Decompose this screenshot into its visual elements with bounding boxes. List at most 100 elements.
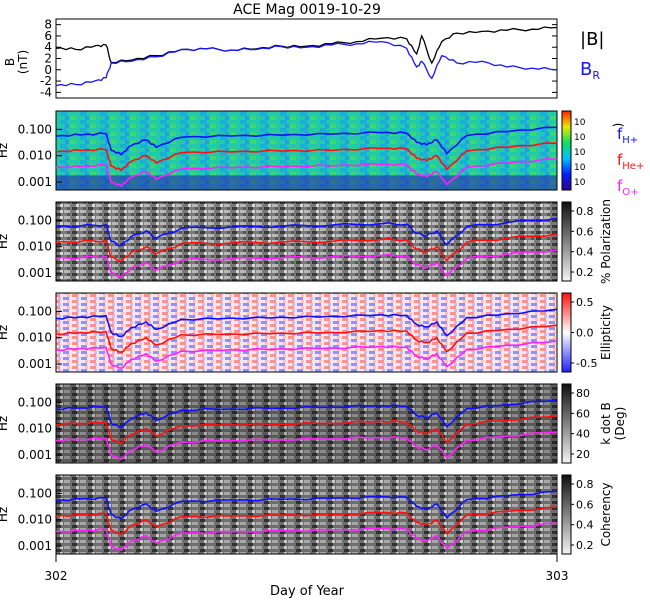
polarization-fh-line [55, 217, 558, 247]
ellipticity-fo-line [55, 340, 558, 370]
polarization-y-tick-label: 0.010 [18, 240, 52, 254]
polarization-frame [55, 201, 558, 282]
kdotb-colorbar-label: 80 [576, 387, 590, 400]
ellipticity-frame [55, 292, 558, 373]
power-panel: 0.100 0.010 0.001 Hz 10 10 10 10 10)fH+ fHe+ fO+ [0, 110, 644, 198]
coherency-y-tick-label: 0.001 [18, 539, 52, 553]
legend-bmag: |B| [580, 29, 604, 50]
kdotb-colorbar [561, 383, 572, 464]
ellipticity-colorbar [561, 292, 572, 373]
coherency-colorbar-title: Coherency [599, 482, 613, 546]
coherency-y-tick-label: 0.010 [18, 513, 52, 527]
kdotb-panel: 0.100 0.010 0.001 Hz 80 60 40 20 k dot B (Deg) [0, 383, 627, 464]
ellipticity-colorbar-label: -0.5 [576, 357, 597, 370]
kdotb-fhe-line [55, 415, 558, 445]
power-y-label: Hz [0, 143, 10, 158]
power-colorbar-title: ) [611, 123, 625, 128]
ellipticity-y-label: Hz [0, 325, 10, 340]
kdotb-colorbar-subtitle: (Deg) [613, 407, 627, 441]
x-axis: 302 303 [45, 554, 569, 583]
power-colorbar-label: 10 [574, 178, 586, 188]
series-br-line [55, 40, 558, 87]
field-y-tick-label: 0 [44, 63, 52, 77]
kdotb-frame [55, 383, 558, 464]
coherency-colorbar [561, 474, 572, 555]
field-y-tick-label: 8 [44, 18, 52, 32]
polarization-fo-line [55, 249, 558, 278]
power-colorbar-label: 10 [574, 118, 586, 128]
x-tick-label: 302 [45, 569, 68, 583]
kdotb-y-label: Hz [0, 416, 10, 431]
field-y-label: B [3, 58, 17, 66]
polarization-colorbar-label: 0.6 [576, 225, 594, 238]
power-y-tick-label: 0.100 [18, 122, 52, 136]
field-y-label-unit: (nT) [16, 50, 30, 74]
figure-title: ACE Mag 0019-10-29 [233, 2, 381, 18]
polarization-colorbar-label: 0.8 [576, 205, 594, 218]
kdotb-colorbar-label: 60 [576, 407, 590, 420]
polarization-colorbar-label: 0.4 [576, 246, 594, 259]
polarization-y-tick-label: 0.001 [18, 266, 52, 280]
power-fo-line [55, 158, 557, 188]
coherency-frame [55, 474, 558, 555]
kdotb-colorbar-label: 20 [576, 448, 590, 461]
power-colorbar-label: 10 [574, 148, 586, 158]
legend-br: BR [580, 59, 600, 82]
coherency-colorbar-label: 0.2 [576, 539, 594, 552]
ellipticity-fh-line [55, 308, 558, 338]
kdotb-colorbar-title: k dot B [599, 402, 613, 444]
polarization-fhe-line [55, 233, 558, 263]
x-axis-label: Day of Year [270, 584, 345, 599]
x-tick-label: 303 [546, 569, 569, 583]
kdotb-y-tick-label: 0.001 [18, 448, 52, 462]
ellipticity-y-tick-label: 0.010 [18, 331, 52, 345]
coherency-colorbar-label: 0.8 [576, 478, 594, 491]
power-colorbar-label: 10 [574, 163, 586, 173]
coherency-panel: 0.100 0.010 0.001 Hz 0.8 0.6 0.4 0.2 Coherency [0, 474, 613, 555]
kdotb-y-tick-label: 0.010 [18, 422, 52, 436]
coherency-colorbar-label: 0.6 [576, 498, 594, 511]
field-y-tick-label: -2 [40, 74, 52, 88]
legend-f-h: fH+ [617, 125, 638, 146]
power-fhe-line [55, 142, 558, 172]
power-frame [55, 110, 558, 191]
field-y-tick-label: 4 [44, 40, 52, 54]
power-y-tick-label: 0.001 [18, 175, 52, 189]
ellipticity-y-tick-label: 0.100 [18, 304, 52, 318]
ellipticity-colorbar-title: Ellipticity [599, 305, 613, 360]
legend-f-he: fHe+ [617, 151, 644, 172]
ellipticity-colorbar-label: 0.5 [576, 296, 594, 309]
coherency-colorbar-label: 0.4 [576, 519, 594, 532]
ellipticity-colorbar-label: 0.0 [576, 327, 594, 340]
polarization-colorbar-label: 0.2 [576, 266, 594, 279]
polarization-y-label: Hz [0, 234, 10, 249]
series-bmag-line [55, 26, 558, 65]
coherency-y-tick-label: 0.100 [18, 486, 52, 500]
polarization-colorbar [561, 201, 572, 282]
field-y-tick-label: -4 [40, 85, 52, 99]
polarization-panel: 0.100 0.010 0.001 Hz 0.8 0.6 0.4 0.2 % Polarizat… [0, 199, 613, 284]
coherency-fhe-line [55, 506, 558, 536]
kdotb-fh-line [55, 399, 558, 429]
coherency-fh-line [55, 490, 558, 520]
power-low-band [56, 175, 557, 190]
kdotb-y-tick-label: 0.100 [18, 395, 52, 409]
power-colorbar-label: 10 [574, 133, 586, 143]
legend-f-o: fO+ [617, 177, 639, 198]
power-fh-line [55, 126, 558, 156]
power-y-tick-label: 0.010 [18, 149, 52, 163]
coherency-fo-line [55, 522, 558, 552]
polarization-colorbar-title: % Polarization [599, 199, 613, 284]
field-y-tick-label: 6 [44, 29, 52, 43]
coherency-y-label: Hz [0, 507, 10, 522]
field-y-tick-label: 2 [44, 52, 52, 66]
kdotb-colorbar-label: 40 [576, 428, 590, 441]
ellipticity-y-tick-label: 0.001 [18, 357, 52, 371]
kdotb-fo-line [55, 431, 558, 461]
polarization-y-tick-label: 0.100 [18, 213, 52, 227]
ellipticity-fhe-line [55, 324, 558, 354]
power-colorbar [561, 110, 572, 191]
